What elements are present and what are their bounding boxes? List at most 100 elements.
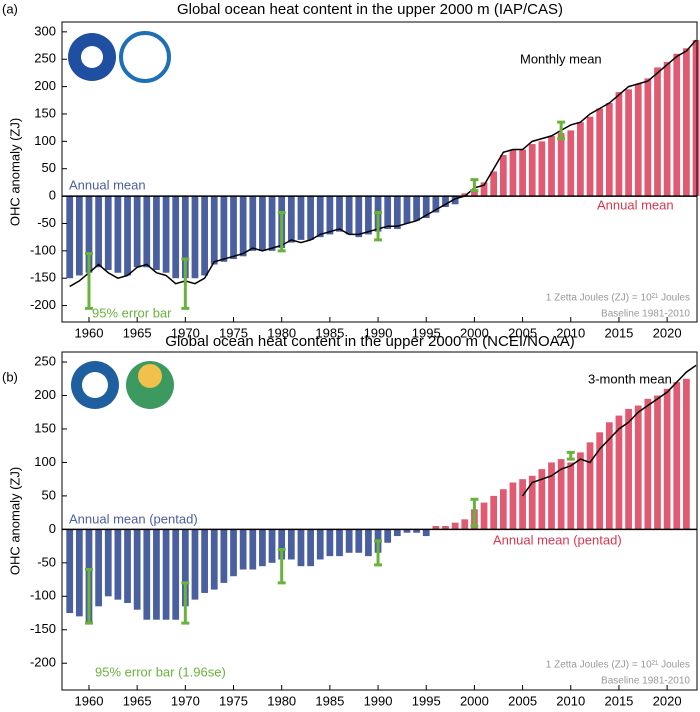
bar [596, 432, 604, 530]
bar [586, 116, 594, 197]
y-tick-label: 0 [49, 521, 56, 536]
bar [326, 196, 334, 235]
bar [471, 190, 478, 197]
y-tick-label: 200 [34, 387, 56, 402]
y-tick-label: -100 [30, 588, 56, 603]
bar [181, 196, 189, 279]
error-bar [566, 450, 575, 461]
y-tick-label: -200 [30, 297, 56, 312]
x-tick-label: 2005 [508, 325, 537, 340]
error-bar [84, 568, 93, 625]
x-tick-label: 1990 [364, 325, 393, 340]
bar [519, 479, 526, 530]
bar [528, 144, 536, 197]
y-tick-label: 0 [49, 188, 56, 203]
bar [413, 529, 420, 533]
bar [442, 196, 449, 208]
y-tick-label: -100 [30, 242, 56, 257]
bar [567, 130, 575, 197]
bar [644, 398, 652, 530]
bar [393, 196, 401, 229]
note: Baseline 1981-2010 [601, 309, 690, 320]
x-tick-label: 2020 [653, 325, 682, 340]
panel-label: (b) [2, 369, 18, 384]
bar [413, 196, 420, 221]
bar [307, 196, 314, 240]
x-tick-label: 2000 [460, 693, 489, 708]
bar [451, 522, 459, 530]
line [69, 39, 697, 288]
logo [119, 31, 171, 83]
bar [162, 529, 170, 620]
bar [480, 502, 488, 530]
bar [625, 408, 632, 530]
bar [153, 529, 160, 620]
error-bar [181, 257, 190, 310]
bar [654, 395, 661, 530]
bar [557, 133, 565, 197]
bar [162, 196, 170, 273]
bar [249, 529, 257, 570]
x-tick-label: 2005 [508, 693, 537, 708]
bar [422, 196, 430, 218]
bar [297, 196, 305, 240]
legend-label: 95% error bar [92, 305, 172, 320]
bar [268, 529, 276, 563]
x-tick-label: 1975 [219, 325, 248, 340]
x-tick-label: 1970 [171, 693, 200, 708]
bar [548, 462, 555, 530]
bar [75, 196, 83, 276]
bar [673, 53, 681, 197]
x-tick-label: 1980 [267, 693, 296, 708]
legend-label: Annual mean [69, 177, 146, 192]
bar [615, 92, 623, 197]
error-bar [277, 211, 286, 253]
bar [114, 196, 122, 273]
bar [509, 149, 517, 197]
bar [499, 155, 507, 197]
note: 1 Zetta Joules (ZJ) = 10²¹ Joules [546, 293, 690, 304]
y-tick-label: -200 [30, 655, 56, 670]
bar [384, 529, 392, 543]
bar [432, 196, 440, 213]
bar [451, 196, 459, 205]
plot [62, 39, 700, 310]
bar [268, 196, 276, 251]
x-tick-label: 1995 [412, 693, 441, 708]
bar [95, 529, 102, 607]
y-tick-label: 50 [42, 487, 56, 502]
bar [663, 388, 671, 530]
chart-title: Global ocean heat content in the upper 2… [177, 1, 563, 18]
bar [210, 196, 218, 265]
x-tick-label: 1985 [315, 325, 344, 340]
bar [365, 529, 372, 557]
bar [230, 196, 237, 260]
y-axis-label: OHC anomaly (ZJ) [7, 118, 22, 226]
bar [605, 103, 613, 197]
bar [384, 196, 392, 229]
bar [519, 149, 526, 197]
bar [365, 196, 372, 235]
bar [191, 196, 199, 279]
bar [442, 526, 449, 530]
bar [683, 48, 690, 197]
y-axis-label: OHC anomaly (ZJ) [7, 467, 22, 575]
bar [345, 196, 353, 235]
legend-label: 95% error bar (1.96se) [95, 664, 226, 679]
y-tick-label: 100 [34, 133, 56, 148]
bar [336, 196, 343, 232]
bar [239, 529, 247, 570]
bar [191, 529, 199, 600]
bar [461, 193, 469, 197]
bar [461, 519, 469, 530]
bar [663, 61, 671, 197]
bar [673, 382, 681, 530]
x-tick-label: 2010 [556, 325, 585, 340]
legend-label: Annual mean (pentad) [69, 511, 198, 526]
x-tick-label: 1990 [364, 693, 393, 708]
note: Baseline 1981-2010 [601, 676, 690, 687]
bar [133, 529, 141, 610]
bar [577, 452, 584, 530]
y-tick-label: 100 [34, 454, 56, 469]
